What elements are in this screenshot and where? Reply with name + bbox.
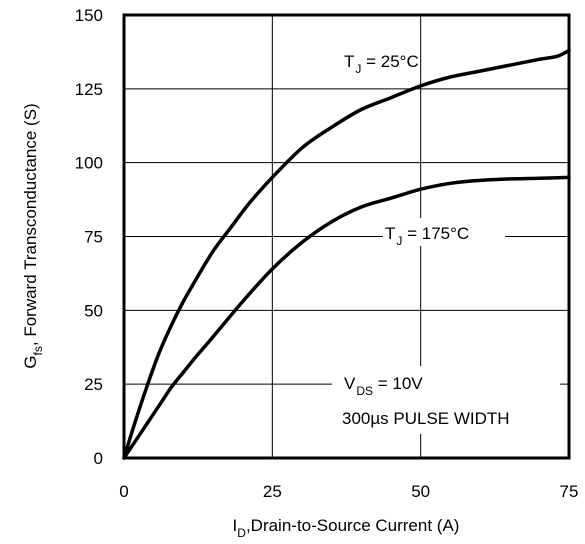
y-tick-label: 50 <box>84 301 103 320</box>
x-tick-label: 75 <box>560 482 579 501</box>
plot-frame <box>122 13 571 460</box>
y-tick-label: 125 <box>75 80 103 99</box>
y-tick-label: 0 <box>94 449 103 468</box>
annotation-tj25: TJ = 25°C <box>344 52 419 76</box>
tj175-label-background <box>383 218 505 246</box>
y-axis-label: Gfs, Forward Transconductance (S) <box>21 103 45 368</box>
vds-label-background <box>332 366 560 434</box>
annotation-vds: VDS = 10V <box>344 374 423 398</box>
curve-tj-25c <box>122 48 571 460</box>
x-tick-label: 50 <box>411 482 430 501</box>
tick-labels: 0 25 50 75 0 25 50 75 100 125 150 <box>75 6 579 501</box>
annotation-pulse-width: 300µs PULSE WIDTH <box>342 409 510 428</box>
x-tick-label: 0 <box>119 482 128 501</box>
y-tick-label: 75 <box>84 228 103 247</box>
y-tick-label: 150 <box>75 6 103 25</box>
y-tick-label: 100 <box>75 154 103 173</box>
x-tick-label: 25 <box>263 482 282 501</box>
curves <box>122 48 571 460</box>
curve-tj-175c <box>122 175 571 460</box>
annotation-backgrounds <box>332 218 560 434</box>
y-tick-label: 25 <box>84 375 103 394</box>
annotation-tj175: TJ = 175°C <box>385 224 469 248</box>
x-axis-label: ID,Drain-to-Source Current (A) <box>233 516 460 540</box>
